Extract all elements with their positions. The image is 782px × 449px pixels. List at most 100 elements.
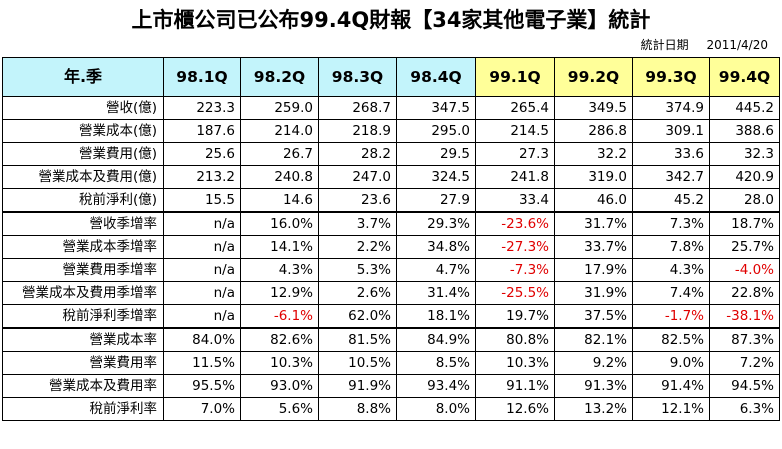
table-cell: 265.4 xyxy=(475,96,555,120)
column-header-99.3Q: 99.3Q xyxy=(632,57,710,97)
table-cell: 8.5% xyxy=(396,351,476,375)
table-cell: 319.0 xyxy=(554,165,633,189)
table-cell: 87.3% xyxy=(709,327,780,352)
table-cell: -23.6% xyxy=(475,211,555,236)
row-label: 營收(億) xyxy=(2,96,164,120)
table-cell: 84.0% xyxy=(163,327,241,352)
table-cell: 82.5% xyxy=(632,327,710,352)
table-cell: 349.5 xyxy=(554,96,633,120)
table-row: 營業成本及費用率 95.5% 93.0% 91.9% 93.4% 91.1% 91.3% 91… xyxy=(2,374,780,398)
row-label: 營業費用率 xyxy=(2,351,164,375)
row-label: 營業成本及費用季增率 xyxy=(2,281,164,305)
table-cell: 214.0 xyxy=(240,119,319,143)
table-cell: 25.6 xyxy=(163,142,241,166)
row-label: 營業費用季增率 xyxy=(2,258,164,282)
table-row: 營業費用率 11.5% 10.3% 10.5% 8.5% 10.3% 9.2% 9.0% 7.2… xyxy=(2,351,780,375)
table-cell: 3.7% xyxy=(318,211,397,236)
table-cell: 4.3% xyxy=(240,258,319,282)
table-cell: 27.3 xyxy=(475,142,555,166)
table-cell: n/a xyxy=(163,304,241,329)
table-cell: 9.0% xyxy=(632,351,710,375)
table-cell: 15.5 xyxy=(163,188,241,213)
table-cell: 4.7% xyxy=(396,258,476,282)
table-row: 稅前淨利季增率 n/a -6.1% 62.0% 18.1% 19.7% 37.5% -1.7%… xyxy=(2,304,780,329)
table-cell: -27.3% xyxy=(475,235,555,259)
column-header-99.4Q: 99.4Q xyxy=(709,57,780,97)
row-label: 營業成本及費用(億) xyxy=(2,165,164,189)
table-row: 營業成本及費用季增率 n/a 12.9% 2.6% 31.4% -25.5% 31.9% 7.… xyxy=(2,281,780,305)
table-cell: 268.7 xyxy=(318,96,397,120)
table-cell: 82.1% xyxy=(554,327,633,352)
table-cell: 13.2% xyxy=(554,397,633,421)
table-row: 營業成本季增率 n/a 14.1% 2.2% 34.8% -27.3% 33.7% 7.8% 2… xyxy=(2,235,780,259)
table-cell: 6.3% xyxy=(709,397,780,421)
row-label: 營業成本及費用率 xyxy=(2,374,164,398)
table-cell: 91.9% xyxy=(318,374,397,398)
table-row: 營業費用(億) 25.6 26.7 28.2 29.5 27.3 32.2 33.6 32.3 xyxy=(2,142,780,166)
table-cell: 45.2 xyxy=(632,188,710,213)
table-row: 營收季增率 n/a 16.0% 3.7% 29.3% -23.6% 31.7% 7.3% 18.… xyxy=(2,211,780,236)
table-cell: 214.5 xyxy=(475,119,555,143)
table-cell: 2.6% xyxy=(318,281,397,305)
table-cell: 93.4% xyxy=(396,374,476,398)
table-cell: 187.6 xyxy=(163,119,241,143)
table-cell: 342.7 xyxy=(632,165,710,189)
table-cell: 11.5% xyxy=(163,351,241,375)
table-cell: 95.5% xyxy=(163,374,241,398)
table-cell: 7.4% xyxy=(632,281,710,305)
table-cell: 445.2 xyxy=(709,96,780,120)
table-cell: -6.1% xyxy=(240,304,319,329)
table-cell: 91.4% xyxy=(632,374,710,398)
table-cell: 31.4% xyxy=(396,281,476,305)
table-cell: 8.8% xyxy=(318,397,397,421)
table-cell: 9.2% xyxy=(554,351,633,375)
stat-date-value: 2011/4/20 xyxy=(706,38,768,52)
table-row: 營業成本率 84.0% 82.6% 81.5% 84.9% 80.8% 82.1% 82.5%… xyxy=(2,327,780,352)
table-cell: 29.5 xyxy=(396,142,476,166)
table-cell: 31.9% xyxy=(554,281,633,305)
table-cell: 388.6 xyxy=(709,119,780,143)
table-cell: 91.3% xyxy=(554,374,633,398)
stat-date-label: 統計日期 xyxy=(640,38,689,52)
table-row: 營業成本及費用(億) 213.2 240.8 247.0 324.5 241.8 319.0… xyxy=(2,165,780,189)
table-cell: -1.7% xyxy=(632,304,710,329)
table-cell: 29.3% xyxy=(396,211,476,236)
table-cell: -25.5% xyxy=(475,281,555,305)
row-label: 營業費用(億) xyxy=(2,142,164,166)
row-label: 稅前淨利(億) xyxy=(2,188,164,213)
table-cell: 32.3 xyxy=(709,142,780,166)
table-cell: n/a xyxy=(163,258,241,282)
table-cell: 10.5% xyxy=(318,351,397,375)
table-cell: 347.5 xyxy=(396,96,476,120)
table-cell: n/a xyxy=(163,211,241,236)
table-cell: -4.0% xyxy=(709,258,780,282)
table-cell: 7.0% xyxy=(163,397,241,421)
table-cell: 4.3% xyxy=(632,258,710,282)
table-cell: 17.9% xyxy=(554,258,633,282)
table-cell: 82.6% xyxy=(240,327,319,352)
table-cell: 12.6% xyxy=(475,397,555,421)
table-cell: 28.0 xyxy=(709,188,780,213)
table-cell: 31.7% xyxy=(554,211,633,236)
table-cell: -38.1% xyxy=(709,304,780,329)
table-cell: 33.7% xyxy=(554,235,633,259)
table-cell: 27.9 xyxy=(396,188,476,213)
table-cell: 10.3% xyxy=(240,351,319,375)
table-cell: 324.5 xyxy=(396,165,476,189)
table-cell: 18.7% xyxy=(709,211,780,236)
column-header-98.3Q: 98.3Q xyxy=(318,57,397,97)
table-cell: 28.2 xyxy=(318,142,397,166)
table-cell: 213.2 xyxy=(163,165,241,189)
table-row: 營業費用季增率 n/a 4.3% 5.3% 4.7% -7.3% 17.9% 4.3% -4.0… xyxy=(2,258,780,282)
table-cell: 5.3% xyxy=(318,258,397,282)
table-cell: 2.2% xyxy=(318,235,397,259)
table-cell: 12.1% xyxy=(632,397,710,421)
table-cell: 34.8% xyxy=(396,235,476,259)
column-header-99.1Q: 99.1Q xyxy=(475,57,555,97)
row-label: 營業成本季增率 xyxy=(2,235,164,259)
table-cell: 84.9% xyxy=(396,327,476,352)
table-cell: 7.8% xyxy=(632,235,710,259)
table-cell: 26.7 xyxy=(240,142,319,166)
table-cell: 218.9 xyxy=(318,119,397,143)
table-cell: 420.9 xyxy=(709,165,780,189)
